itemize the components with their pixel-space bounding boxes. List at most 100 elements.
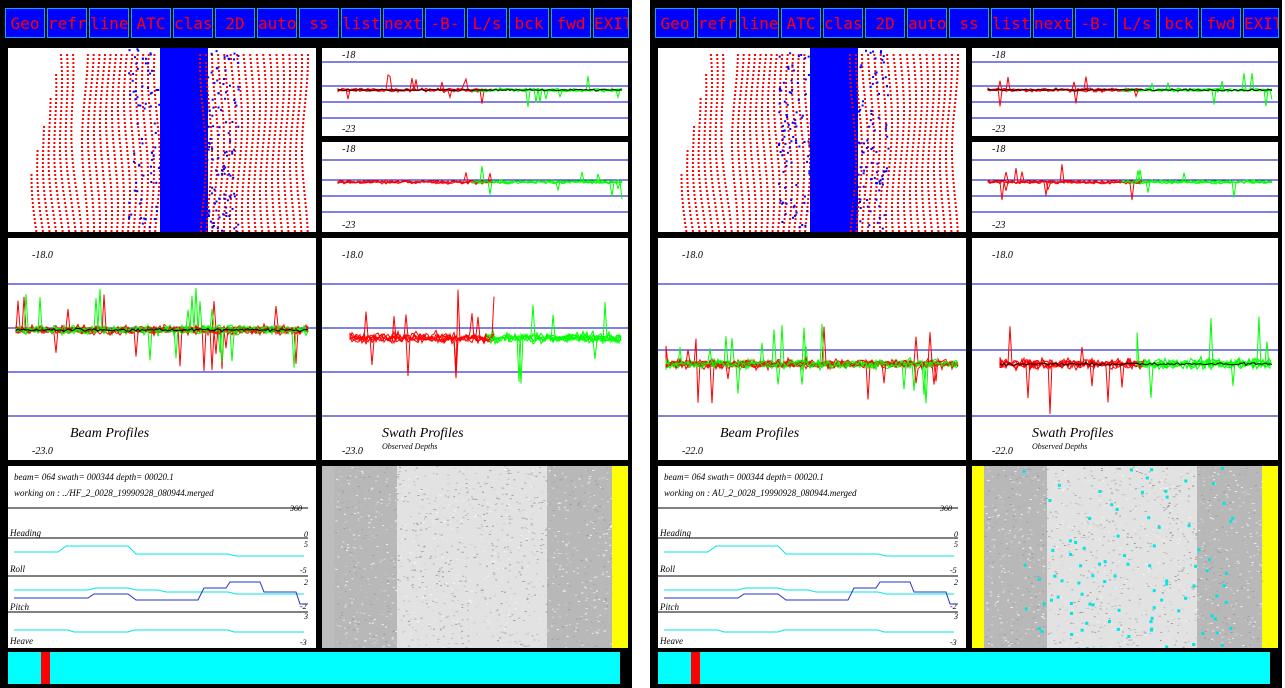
ss-button[interactable]: ss [948,7,990,39]
heave-label: Heave [10,636,33,646]
observed-depths-subtitle: Observed Depths [382,442,438,451]
scale-bottom-label: -23.0 [342,446,363,457]
roll-max-label: 5 [304,540,308,549]
pitch-min-label: -2 [950,602,957,611]
scale-bottom-label: -23 [992,124,1006,135]
beam-profile-panel[interactable]: -18.0 -22.0 Beam Profiles [658,238,966,460]
pitch-max-label: 2 [304,578,308,587]
bck-button[interactable]: bck [508,7,550,39]
attitude-panel: beam= 064 swath= 000344 depth= 00020.1 w… [658,466,966,648]
pitch-label: Pitch [660,602,679,612]
mini-profile-plot[interactable] [972,48,1278,136]
geo-button[interactable]: Geo [654,7,696,39]
heading-min-label: 0 [954,530,958,539]
plan-view-plot[interactable] [658,48,966,232]
plan-view-panel[interactable] [658,48,966,232]
ls-button[interactable]: L/s [466,7,508,39]
scale-top-label: -18.0 [992,250,1013,261]
scale-bottom-label: -23.0 [32,446,53,457]
sidescan-panel[interactable] [972,466,1278,648]
attitude-plot [658,507,958,633]
swath-profile-panel[interactable]: -18.0 -23.0 Swath Profiles Observed Dept… [322,238,628,460]
bck-button[interactable]: bck [1158,7,1200,39]
heave-max-label: 3 [954,612,958,621]
scale-top-label: -18 [342,50,356,61]
roll-min-label: -5 [300,566,307,575]
geo-button[interactable]: Geo [4,7,46,39]
pitch-label: Pitch [10,602,29,612]
roll-min-label: -5 [950,566,957,575]
swath-mini-profile-top[interactable]: -18 -23 [972,48,1278,136]
scale-bottom-label: -23 [992,220,1006,231]
scale-bottom-label: -23 [342,220,356,231]
swath-mini-profile-bottom[interactable]: -18 -23 [322,142,628,232]
sidescan-panel[interactable] [322,466,628,648]
working-file-text: working on : ../HF_2_0028_19990928_08094… [14,488,214,498]
mini-profile-plot[interactable] [322,142,628,232]
beam-profile-plot[interactable] [658,238,966,460]
next-button[interactable]: next [382,7,424,39]
progress-bar[interactable] [658,652,1274,684]
progress-marker[interactable] [40,652,50,684]
scale-bottom-label: -23 [342,124,356,135]
ls-button[interactable]: L/s [1116,7,1158,39]
plan-view-panel[interactable] [8,48,316,232]
swath-profile-panel[interactable]: -18.0 -22.0 Swath Profiles Observed Dept… [972,238,1278,460]
refr-button[interactable]: refr [696,7,738,39]
mini-profile-plot[interactable] [322,48,628,136]
sidescan-image[interactable] [972,466,1278,648]
atc-button[interactable]: ATC [130,7,172,39]
scale-bottom-label: -22.0 [682,446,703,457]
ss-button[interactable]: ss [298,7,340,39]
list-button[interactable]: list [990,7,1032,39]
scale-top-label: -18 [992,50,1006,61]
beam-info-text: beam= 064 swath= 000344 depth= 00020.1 [14,472,174,482]
lines-button[interactable]: lines [88,7,130,39]
swath-profile-plot[interactable] [972,238,1278,460]
pitch-min-label: -2 [300,602,307,611]
b-button[interactable]: -B- [1074,7,1116,39]
heading-max-label: 360 [940,504,952,513]
list-button[interactable]: list [340,7,382,39]
exit-button[interactable]: EXIT [1242,7,1280,39]
class-button[interactable]: class [172,7,214,39]
heading-max-label: 360 [290,504,302,513]
refr-button[interactable]: refr [46,7,88,39]
next-button[interactable]: next [1032,7,1074,39]
plan-view-plot[interactable] [8,48,316,232]
progress-bar[interactable] [8,652,624,684]
scale-top-label: -18.0 [682,250,703,261]
swath-profile-plot[interactable] [322,238,628,460]
heave-min-label: -3 [300,638,307,647]
editor-window-right: Geo refr lines ATC class 2D auto ss list… [650,0,1282,688]
auto-button[interactable]: auto [256,7,298,39]
sidescan-image[interactable] [322,466,628,648]
scale-bottom-label: -22.0 [992,446,1013,457]
heading-label: Heading [660,528,691,538]
exit-button[interactable]: EXIT [592,7,630,39]
scale-top-label: -18 [342,144,356,155]
roll-max-label: 5 [954,540,958,549]
swath-profiles-title: Swath Profiles [1032,426,1114,441]
heading-min-label: 0 [304,530,308,539]
fwd-button[interactable]: fwd [1200,7,1242,39]
beam-info-text: beam= 064 swath= 000344 depth= 00020.1 [664,472,824,482]
auto-button[interactable]: auto [906,7,948,39]
progress-marker[interactable] [690,652,700,684]
class-button[interactable]: class [822,7,864,39]
2d-button[interactable]: 2D [214,7,256,39]
scale-top-label: -18 [992,144,1006,155]
beam-profile-panel[interactable]: -18.0 -23.0 Beam Profiles [8,238,316,460]
beam-profile-plot[interactable] [8,238,316,460]
pitch-max-label: 2 [954,578,958,587]
lines-button[interactable]: lines [738,7,780,39]
2d-button[interactable]: 2D [864,7,906,39]
swath-mini-profile-bottom[interactable]: -18 -23 [972,142,1278,232]
atc-button[interactable]: ATC [780,7,822,39]
b-button[interactable]: -B- [424,7,466,39]
mini-profile-plot[interactable] [972,142,1278,232]
fwd-button[interactable]: fwd [550,7,592,39]
scale-top-label: -18.0 [32,250,53,261]
roll-label: Roll [660,564,675,574]
swath-mini-profile-top[interactable]: -18 -23 [322,48,628,136]
